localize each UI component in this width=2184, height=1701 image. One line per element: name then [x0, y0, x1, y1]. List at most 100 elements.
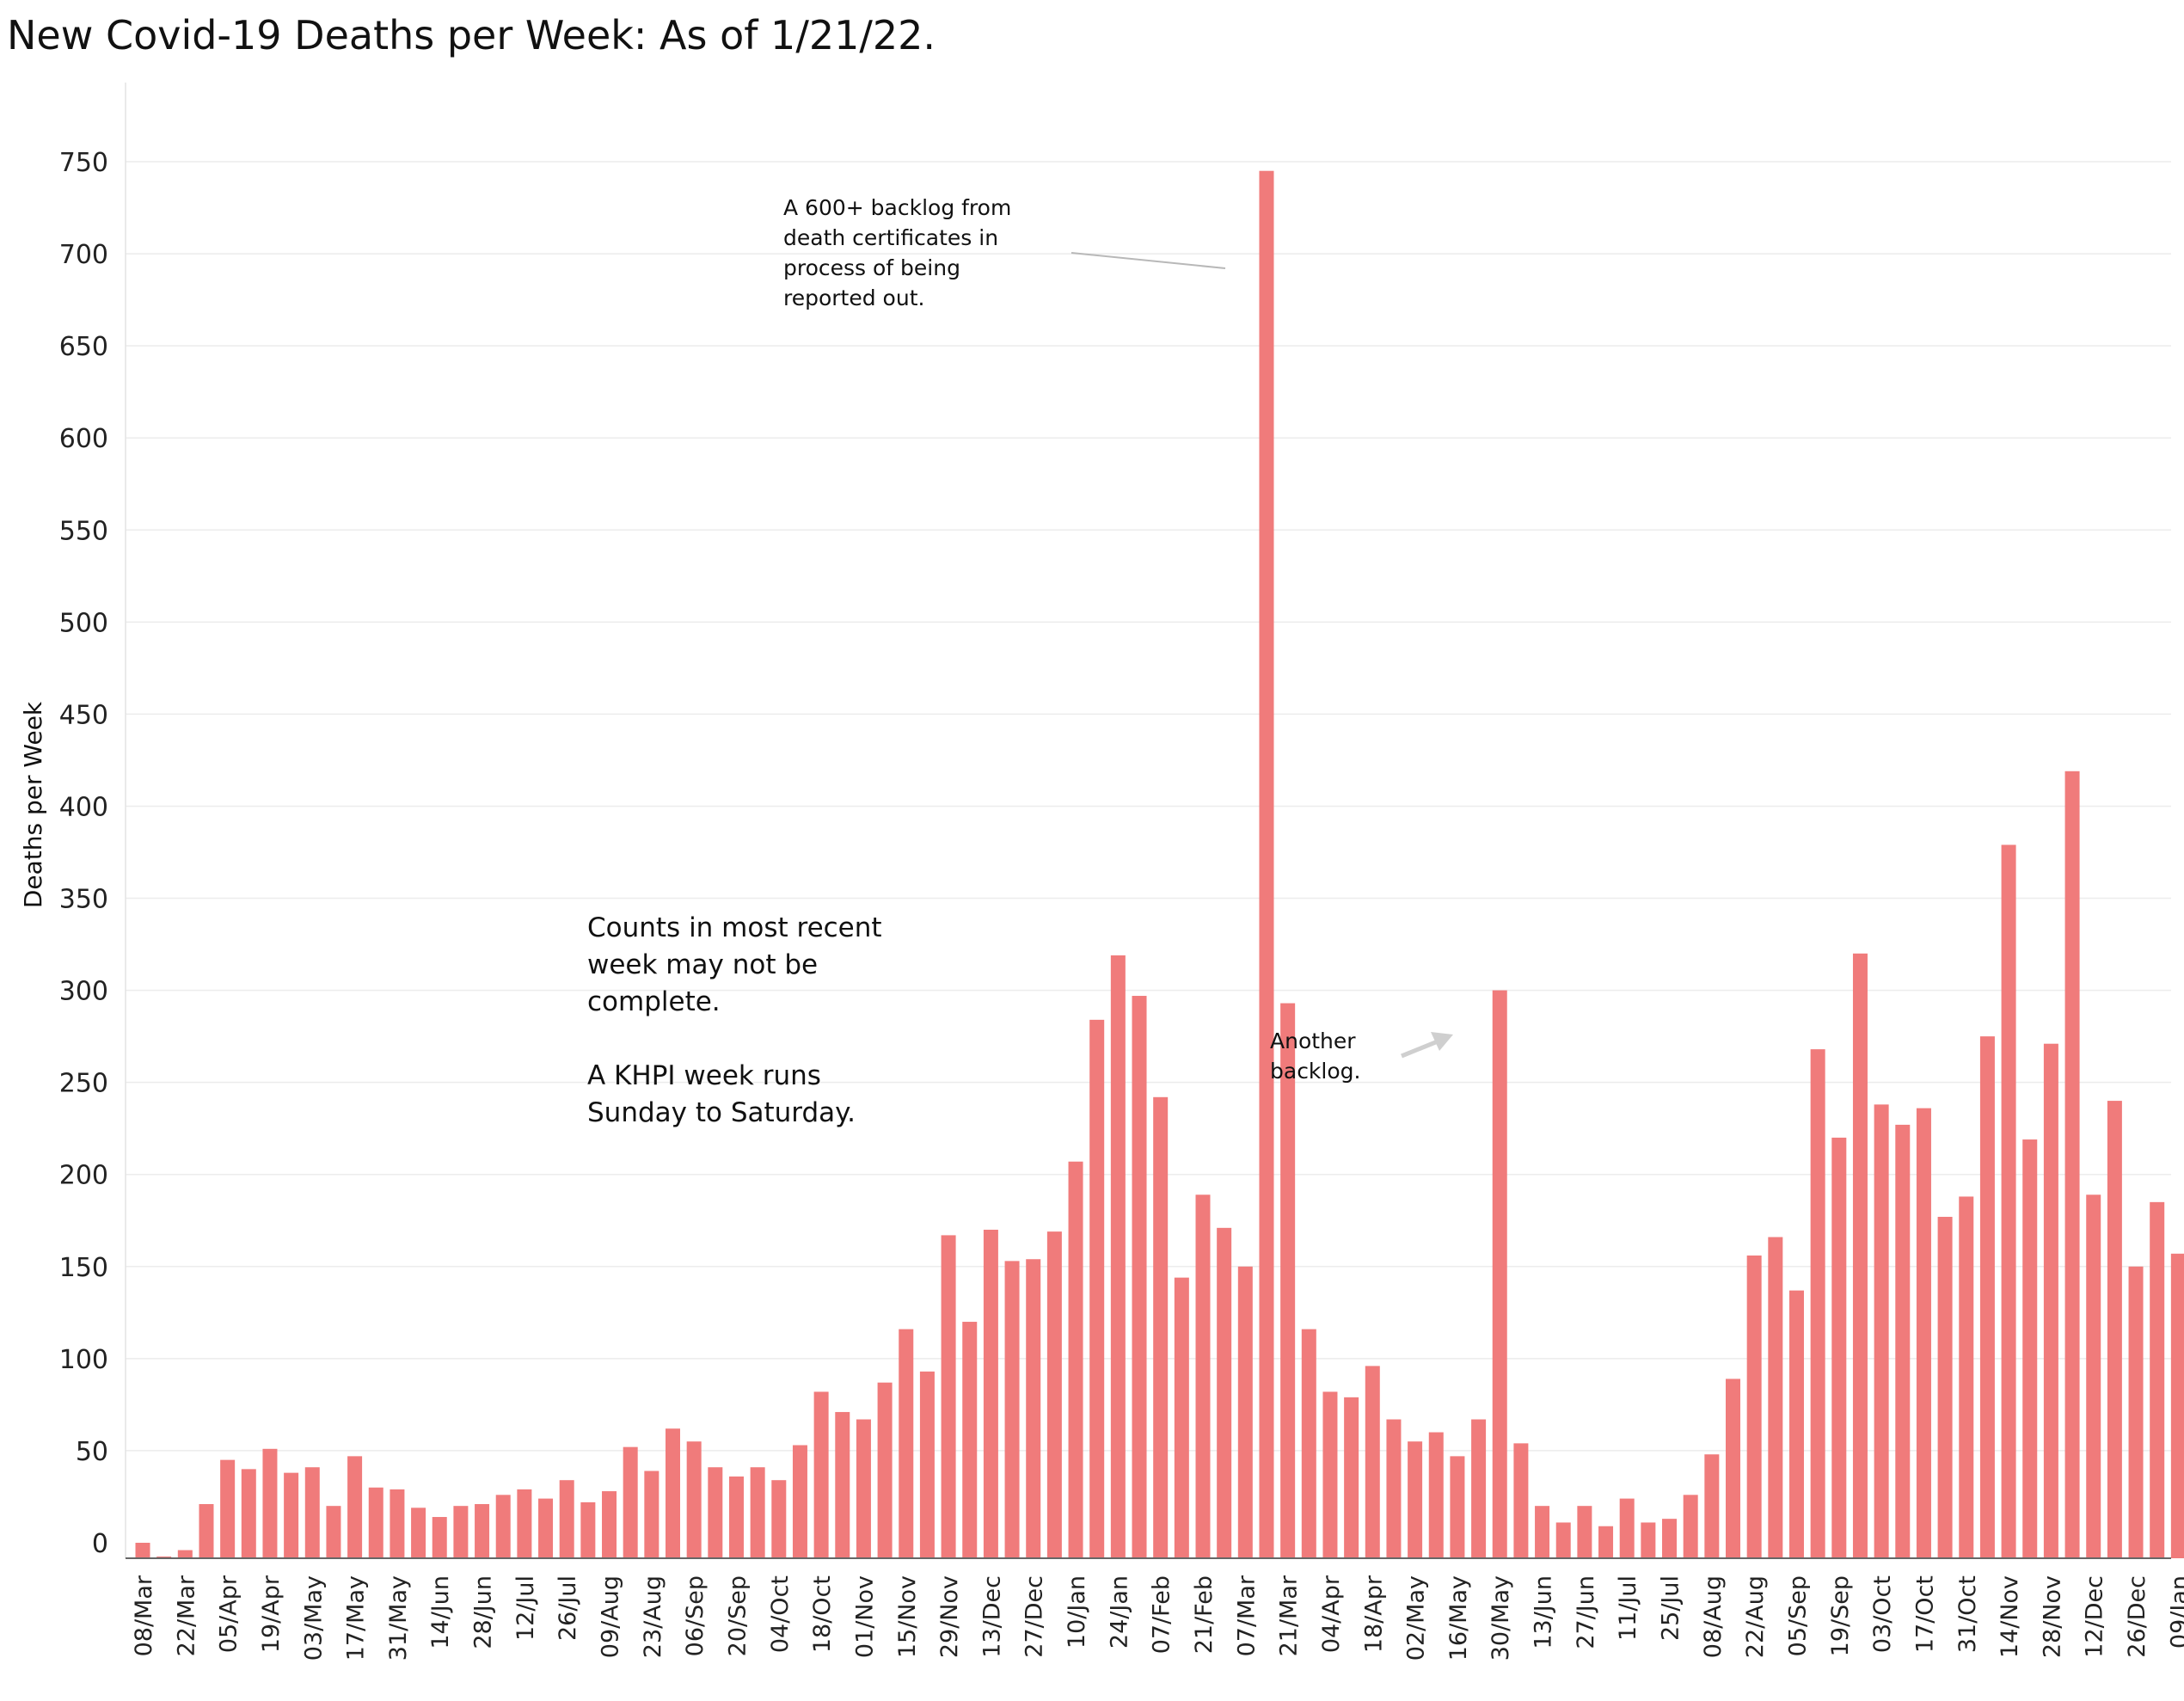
x-tick-label: 17/Oct: [1911, 1575, 1938, 1653]
x-tick-label: 27/Dec: [1021, 1575, 1048, 1658]
y-tick-label: 350: [59, 885, 108, 915]
bar: [1089, 1019, 1105, 1558]
bar: [453, 1506, 469, 1558]
gridlines: [126, 161, 2171, 1452]
bar: [1683, 1495, 1698, 1558]
y-tick-label: 200: [59, 1161, 108, 1191]
x-tick-label: 31/May: [385, 1575, 412, 1661]
x-tick-label: 21/Mar: [1276, 1575, 1303, 1656]
bar: [1408, 1441, 1423, 1558]
bar: [2128, 1266, 2144, 1558]
bar: [1322, 1391, 1338, 1558]
bar: [220, 1459, 236, 1558]
bar: [1788, 1290, 1804, 1558]
y-axis-title: Deaths per Week: [19, 701, 47, 908]
bar: [1704, 1454, 1720, 1558]
bar: [602, 1491, 617, 1558]
y-tick-label: 250: [59, 1069, 108, 1099]
bar: [1026, 1259, 1041, 1558]
bar: [1831, 1137, 1847, 1558]
bar: [432, 1517, 447, 1558]
x-tick-label: 03/Oct: [1869, 1575, 1896, 1653]
bar: [1895, 1124, 1911, 1558]
bar: [1979, 1036, 1995, 1558]
x-tick-label: 21/Feb: [1191, 1575, 1218, 1654]
x-tick-label: 20/Sep: [724, 1575, 751, 1656]
backlog-arrow-head: [1431, 1032, 1453, 1051]
bar: [1768, 1237, 1783, 1558]
x-tick-label: 06/Sep: [682, 1575, 709, 1656]
bar: [1301, 1329, 1316, 1558]
bar: [813, 1391, 829, 1558]
bar: [2043, 1043, 2058, 1558]
x-tick-label: 25/Jul: [1658, 1575, 1684, 1641]
bar: [262, 1448, 278, 1558]
x-tick-label: 02/May: [1403, 1575, 1430, 1661]
x-tick-label: 19/Sep: [1827, 1575, 1854, 1656]
bar: [1959, 1196, 1974, 1558]
bar: [135, 1543, 150, 1558]
bar: [177, 1550, 193, 1558]
bar: [284, 1472, 299, 1558]
bar: [1471, 1419, 1487, 1558]
bar: [771, 1480, 787, 1558]
bar: [1535, 1506, 1550, 1558]
bar: [304, 1467, 320, 1558]
bar: [2150, 1201, 2165, 1558]
bar: [1641, 1522, 1656, 1558]
bar: [962, 1322, 978, 1558]
bar: [666, 1428, 680, 1558]
x-tick-label: 22/Mar: [173, 1575, 199, 1656]
annotation-backlog-600: A 600+ backlog from death certificates i…: [783, 195, 1012, 310]
bar: [1513, 1443, 1529, 1558]
annotation-khpi-week-note: A KHPI week runs Sunday to Saturday.: [587, 1060, 856, 1128]
x-tick-label: 10/Jan: [1064, 1575, 1090, 1649]
x-tick-label: 07/Feb: [1149, 1575, 1175, 1654]
bar: [792, 1445, 807, 1558]
x-tick-label: 31/Oct: [1954, 1575, 1981, 1653]
bar: [2086, 1194, 2101, 1558]
bar: [1004, 1261, 1020, 1558]
bar: [1068, 1161, 1083, 1558]
y-tick-label: 750: [59, 148, 108, 178]
backlog-arrow-shaft: [1401, 1039, 1439, 1059]
bar: [326, 1506, 341, 1558]
bar: [1598, 1526, 1614, 1558]
annotation-leaders: [1071, 252, 1453, 1059]
bar: [1555, 1522, 1571, 1558]
x-tick-label: 03/May: [300, 1575, 327, 1661]
bar: [1110, 955, 1126, 1558]
bar: [390, 1489, 405, 1558]
x-tick-label: 08/Aug: [1700, 1575, 1727, 1658]
bar: [1259, 170, 1274, 1558]
bar: [919, 1371, 935, 1558]
bar: [708, 1467, 723, 1558]
bar: [877, 1382, 893, 1558]
bar: [2107, 1101, 2122, 1558]
bar: [241, 1469, 256, 1558]
y-tick-label: 650: [59, 332, 108, 362]
bar: [1810, 1049, 1825, 1558]
x-tick-label: 11/Jul: [1615, 1575, 1641, 1641]
bar: [1237, 1266, 1253, 1558]
y-tick-label: 500: [59, 608, 108, 638]
x-tick-label: 13/Jun: [1531, 1575, 1557, 1649]
y-tick-label: 300: [59, 977, 108, 1007]
bar: [1726, 1379, 1740, 1558]
annotation-another-backlog: Another backlog.: [1270, 1029, 1361, 1084]
x-tick-label: 09/Jan: [2166, 1575, 2184, 1649]
bar: [623, 1446, 638, 1558]
bar: [1428, 1432, 1444, 1558]
bar: [1217, 1227, 1232, 1558]
bar: [2001, 844, 2016, 1558]
bar: [983, 1229, 998, 1558]
bar: [1619, 1498, 1635, 1558]
x-tick-label: 15/Nov: [894, 1575, 921, 1658]
x-tick-label: 28/Nov: [2039, 1575, 2065, 1658]
x-tick-label: 27/Jun: [1573, 1575, 1599, 1649]
bar: [347, 1456, 363, 1558]
x-tick-label: 04/Apr: [1318, 1575, 1345, 1653]
chart-title: New Covid-19 Deaths per Week: As of 1/21…: [7, 12, 936, 58]
bar: [644, 1471, 659, 1558]
bar: [1386, 1419, 1402, 1558]
